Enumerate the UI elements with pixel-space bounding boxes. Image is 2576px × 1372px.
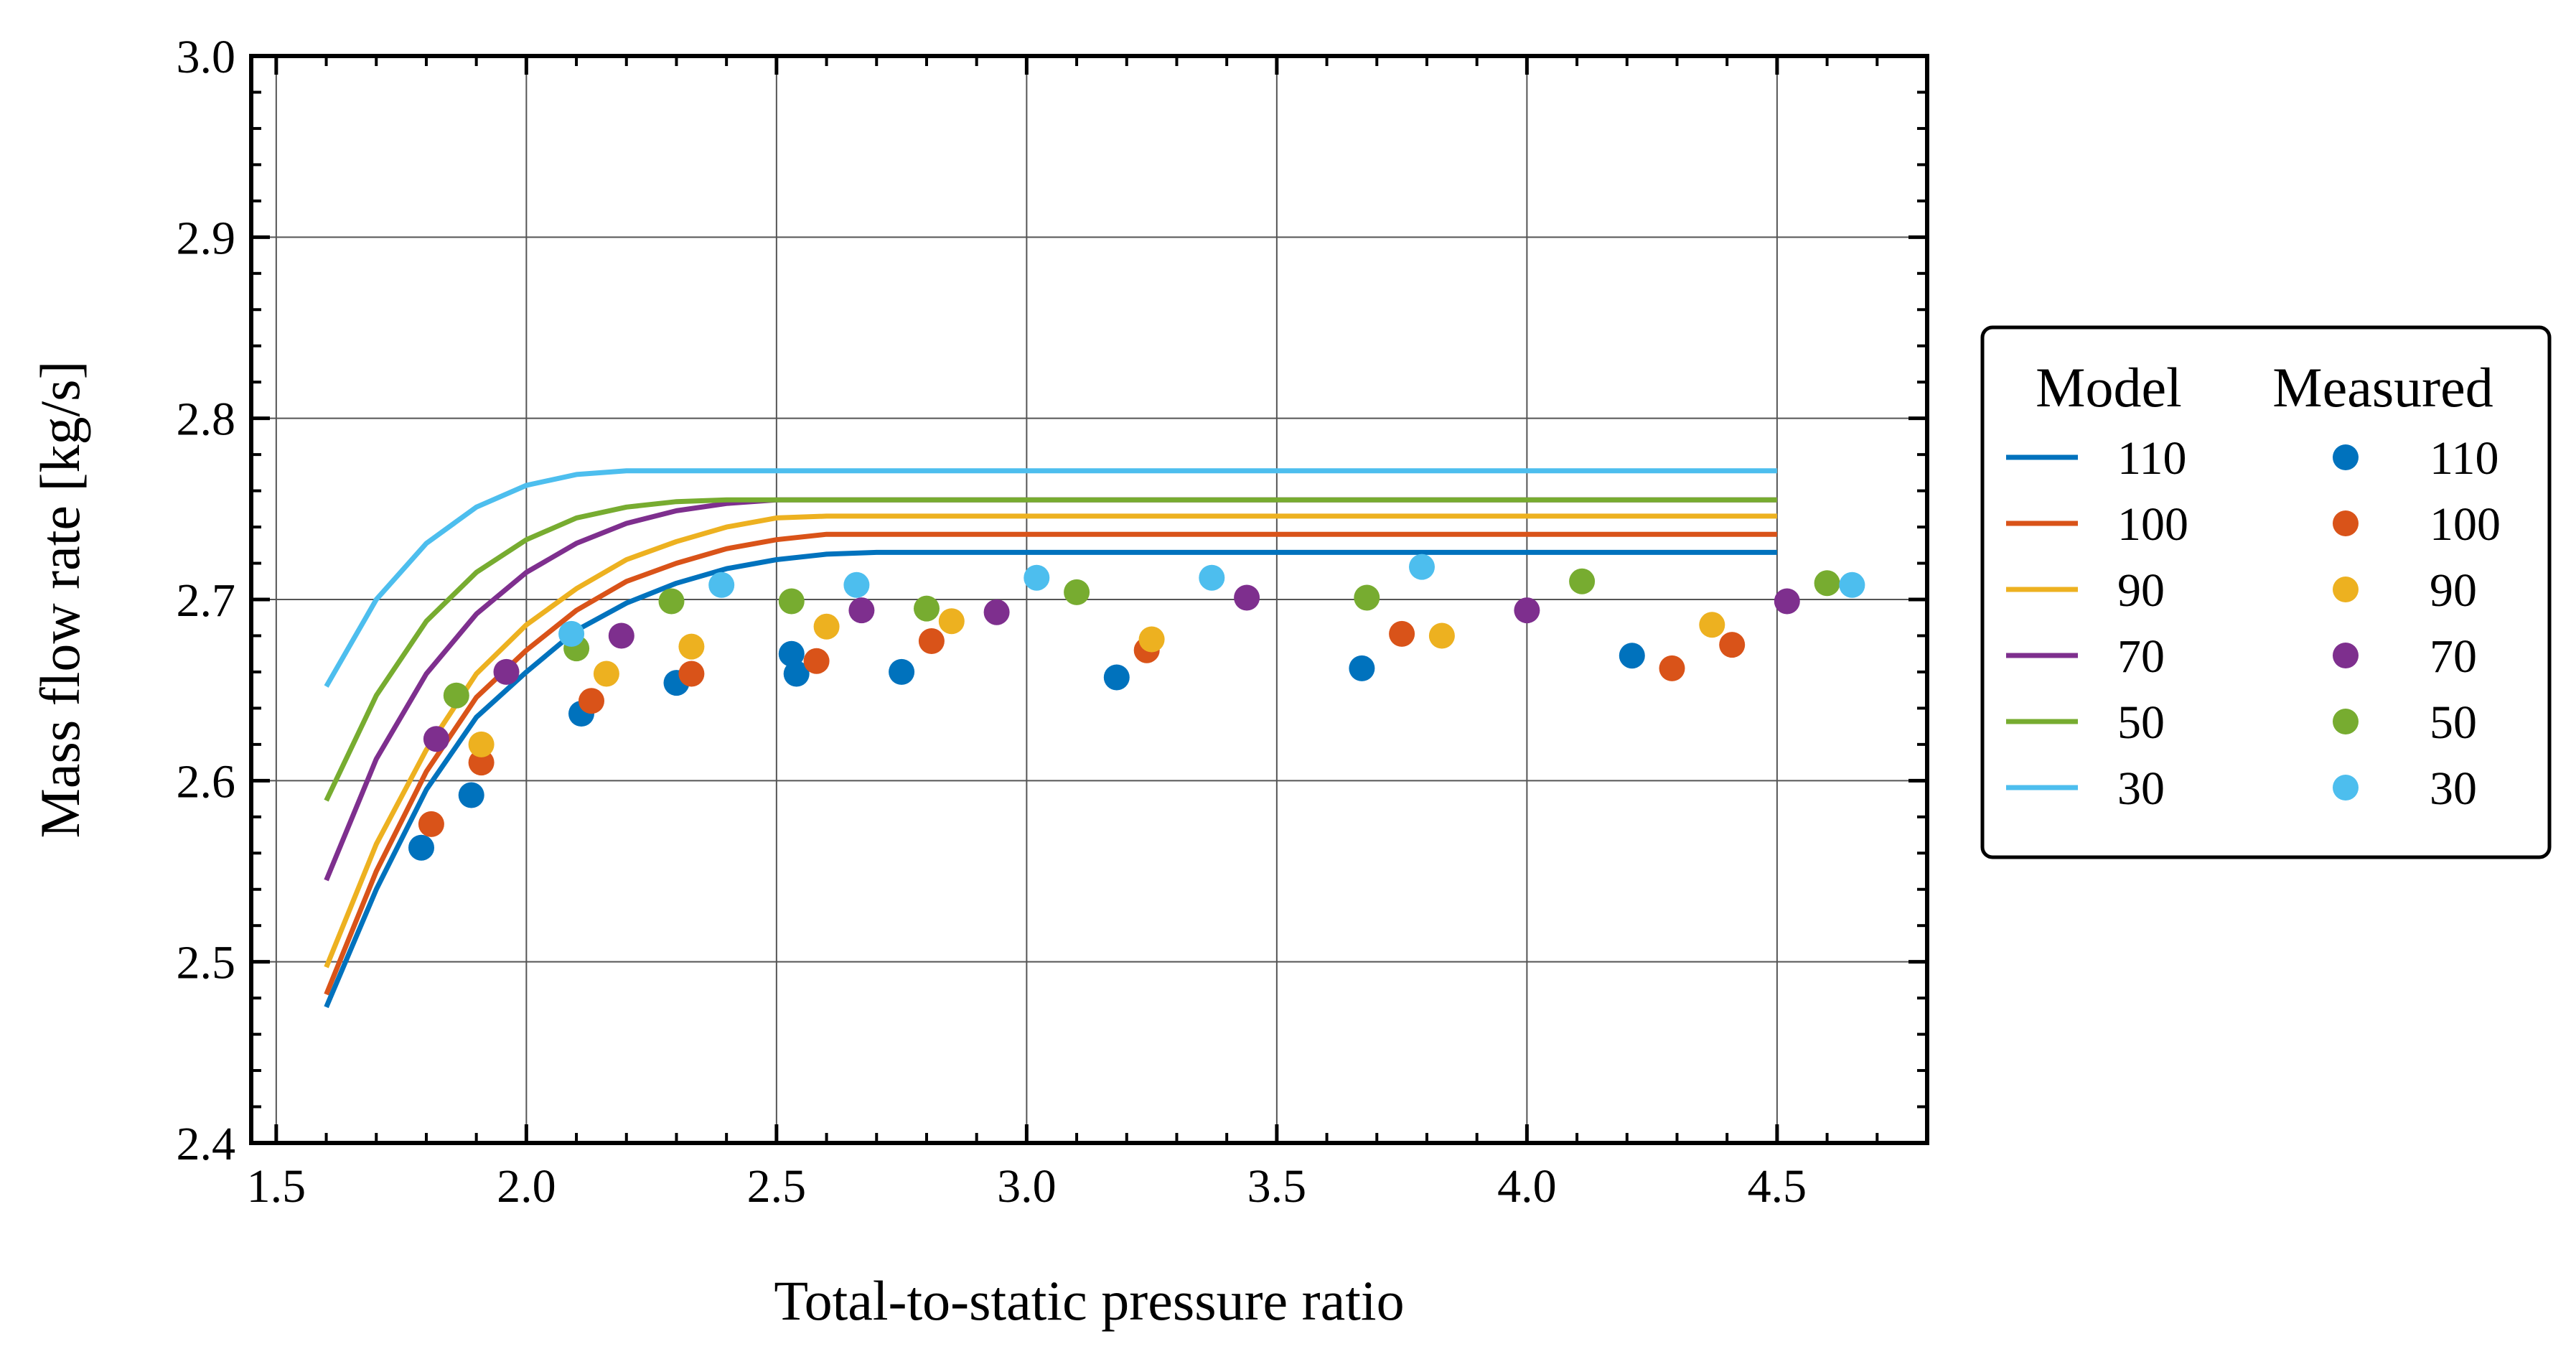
legend-measured-header: Measured <box>2272 356 2493 419</box>
legend-measured-marker-50 <box>2333 709 2359 734</box>
legend-measured-label-90: 90 <box>2430 564 2477 617</box>
tick-labels: 1.5 2.0 2.5 3.0 3.5 4.0 4.5 2.4 2.5 2.6 2.7 2.8 2.9 3… <box>177 31 1807 1213</box>
measured-point-70 <box>1514 597 1540 624</box>
measured-point-100 <box>579 688 604 714</box>
measured-point-110 <box>408 834 434 861</box>
measured-point-50 <box>1814 570 1840 597</box>
legend-entries: 110 100 90 70 50 30 110 100 90 70 50 30 <box>2006 432 2501 815</box>
measured-point-70 <box>423 726 449 752</box>
measured-point-100 <box>1659 655 1685 681</box>
measured-point-90 <box>593 661 619 687</box>
x-tick-label: 2.5 <box>747 1160 807 1213</box>
y-axis-label: Mass flow rate [kg/s] <box>29 360 91 838</box>
measured-point-90 <box>1699 612 1725 638</box>
measured-point-50 <box>1064 579 1090 605</box>
measured-point-50 <box>1569 568 1596 594</box>
measured-point-30 <box>1199 564 1225 591</box>
measured-point-90 <box>938 608 965 635</box>
measured-point-100 <box>678 661 705 687</box>
x-tick-label: 1.5 <box>247 1160 306 1213</box>
legend-model-label-110: 110 <box>2117 432 2187 485</box>
legend-model-label-100: 100 <box>2117 498 2188 551</box>
measured-points <box>408 554 1865 861</box>
y-tick-label: 3.0 <box>177 31 236 83</box>
measured-point-90 <box>1138 626 1165 653</box>
model-line-30 <box>324 468 1777 688</box>
y-tick-label: 2.6 <box>177 755 236 808</box>
legend-measured-marker-30 <box>2333 775 2359 801</box>
y-tick-label: 2.5 <box>177 937 236 989</box>
legend-measured-label-110: 110 <box>2430 432 2499 485</box>
measured-point-90 <box>813 613 840 640</box>
measured-point-100 <box>1389 620 1415 647</box>
measured-point-90 <box>1428 622 1455 649</box>
y-tick-label: 2.8 <box>177 393 236 446</box>
measured-point-110 <box>458 782 484 808</box>
legend-measured-marker-100 <box>2333 510 2359 536</box>
measured-point-90 <box>468 731 495 757</box>
legend: Model Measured 110 100 90 70 50 30 110 100 90 70 5… <box>1980 325 2552 859</box>
measured-point-110 <box>778 640 805 667</box>
legend-box <box>1980 325 2552 859</box>
measured-point-100 <box>1719 632 1746 658</box>
legend-measured-marker-90 <box>2333 577 2359 602</box>
measured-point-30 <box>1409 554 1435 580</box>
x-tick-label: 2.0 <box>497 1160 556 1213</box>
measured-point-70 <box>983 599 1010 625</box>
y-tick-label: 2.9 <box>177 212 236 264</box>
measured-point-110 <box>1103 664 1130 691</box>
measured-point-100 <box>803 648 830 674</box>
measured-point-30 <box>708 571 735 598</box>
measured-point-100 <box>468 750 495 776</box>
legend-measured-marker-70 <box>2333 643 2359 668</box>
measured-point-30 <box>1024 564 1050 591</box>
y-tick-label: 2.7 <box>177 574 236 627</box>
measured-point-30 <box>558 620 585 647</box>
x-tick-label: 3.0 <box>997 1160 1057 1213</box>
y-tick-label: 2.4 <box>177 1118 236 1170</box>
x-tick-label: 3.5 <box>1247 1160 1307 1213</box>
legend-measured-label-70: 70 <box>2430 630 2477 683</box>
measured-point-110 <box>889 658 915 685</box>
legend-model-label-70: 70 <box>2117 630 2165 683</box>
measured-point-50 <box>443 682 469 709</box>
x-axis-label: Total-to-static pressure ratio <box>774 1269 1404 1332</box>
model-line-110 <box>324 549 1777 1009</box>
measured-point-100 <box>418 811 444 837</box>
legend-measured-label-100: 100 <box>2430 498 2501 551</box>
measured-point-50 <box>1354 584 1380 611</box>
measured-point-50 <box>914 595 940 622</box>
axis-ticks <box>251 54 1929 1145</box>
measured-point-50 <box>778 588 805 615</box>
model-line-90 <box>324 513 1777 969</box>
measured-point-70 <box>1774 588 1800 615</box>
legend-measured-label-30: 30 <box>2430 762 2477 815</box>
model-line-100 <box>324 531 1777 996</box>
measured-point-30 <box>843 571 870 598</box>
model-lines <box>324 468 1777 1009</box>
model-line-50 <box>324 497 1777 802</box>
measured-point-70 <box>1234 584 1260 611</box>
legend-model-label-30: 30 <box>2117 762 2165 815</box>
x-tick-label: 4.0 <box>1497 1160 1557 1213</box>
measured-point-70 <box>493 658 520 685</box>
legend-measured-marker-110 <box>2333 444 2359 470</box>
measured-point-70 <box>848 597 875 624</box>
measured-point-110 <box>1619 643 1645 669</box>
grid <box>251 56 1927 1143</box>
legend-model-label-50: 50 <box>2117 696 2165 749</box>
legend-measured-label-50: 50 <box>2430 696 2477 749</box>
legend-model-label-90: 90 <box>2117 564 2165 617</box>
x-tick-label: 4.5 <box>1748 1160 1807 1213</box>
measured-point-30 <box>1839 571 1865 598</box>
measured-point-100 <box>918 628 945 654</box>
measured-point-50 <box>658 588 685 615</box>
legend-model-header: Model <box>2036 356 2182 419</box>
measured-point-110 <box>1349 655 1375 681</box>
measured-point-70 <box>608 622 634 649</box>
measured-point-90 <box>678 633 705 660</box>
measured-point-110 <box>783 661 810 687</box>
